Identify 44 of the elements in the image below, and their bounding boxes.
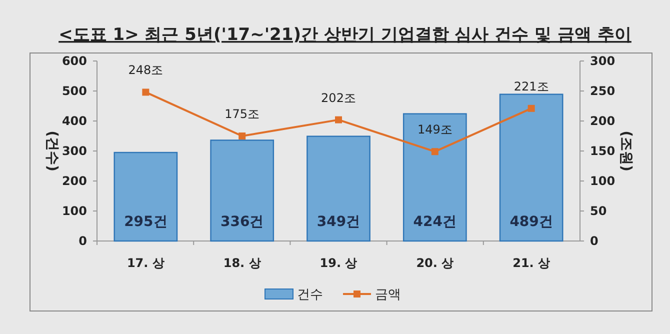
y-tick-label: 300 xyxy=(62,144,87,158)
y-tick-label: 200 xyxy=(62,174,87,188)
y-tick-label: 100 xyxy=(62,204,87,218)
data-label: 175조 xyxy=(224,107,260,121)
y2-tick-label: 300 xyxy=(590,54,616,68)
y-axis-title: (건수) xyxy=(44,130,60,172)
data-label: 221조 xyxy=(514,79,549,94)
y2-tick-label: 100 xyxy=(590,174,616,188)
data-label: 149조 xyxy=(417,122,452,137)
x-tick-label: 21. 상 xyxy=(512,256,550,270)
data-label: 336건 xyxy=(220,214,264,230)
bar xyxy=(210,140,274,242)
y-tick-label: 400 xyxy=(62,114,87,128)
y2-tick-label: 150 xyxy=(590,144,616,158)
y2-tick-label: 250 xyxy=(590,84,616,98)
data-label: 424건 xyxy=(413,214,457,230)
data-label: 489건 xyxy=(510,214,553,230)
x-tick-label: 19. 상 xyxy=(320,256,358,270)
point xyxy=(528,104,535,112)
data-label: 248조 xyxy=(128,63,164,78)
x-tick-label: 20. 상 xyxy=(416,256,454,270)
data-label: 295건 xyxy=(124,214,168,230)
y2-tick-label: 50 xyxy=(590,204,607,218)
data-label: 202조 xyxy=(321,90,356,105)
y2-axis-title: (조원) xyxy=(618,130,634,172)
y-tick-label: 500 xyxy=(62,84,87,98)
data-label: 349건 xyxy=(316,214,360,230)
legend-label: 건수 xyxy=(297,288,323,303)
bar xyxy=(402,113,467,242)
point xyxy=(335,116,342,124)
x-tick-label: 17. 상 xyxy=(126,256,164,270)
bar xyxy=(114,152,178,242)
point xyxy=(142,88,150,96)
point xyxy=(431,148,438,156)
bar xyxy=(306,136,370,242)
chart-title: <도표 1> 최근 5년('17~'21)간 상반기 기업결합 심사 건수 및 금액 추이 xyxy=(58,25,632,45)
bar xyxy=(499,94,564,242)
y-tick-label: 600 xyxy=(62,54,87,68)
x-tick-label: 18. 상 xyxy=(223,256,261,270)
y-tick-label: 0 xyxy=(78,234,87,248)
y2-tick-label: 0 xyxy=(590,234,598,248)
legend-label: 금액 xyxy=(375,288,401,303)
y2-tick-label: 200 xyxy=(590,114,616,128)
point xyxy=(238,132,246,140)
